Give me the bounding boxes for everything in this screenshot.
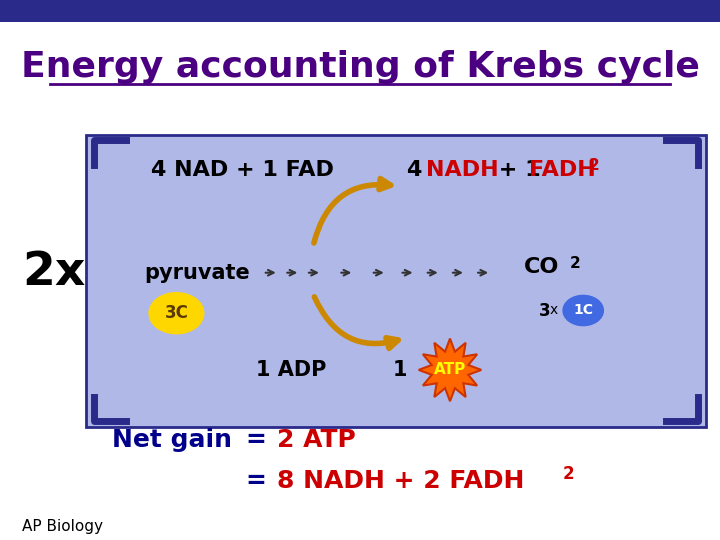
Text: NADH: NADH — [426, 160, 499, 180]
Text: 8 NADH + 2 FADH: 8 NADH + 2 FADH — [277, 469, 525, 492]
Text: =: = — [246, 428, 266, 452]
Text: ATP: ATP — [434, 362, 466, 377]
Text: 2 ATP: 2 ATP — [277, 428, 356, 452]
Polygon shape — [419, 339, 481, 401]
Text: pyruvate: pyruvate — [144, 262, 250, 283]
Text: 2: 2 — [589, 158, 600, 173]
FancyBboxPatch shape — [0, 0, 720, 22]
Text: Net gain: Net gain — [112, 428, 232, 452]
Text: Energy accounting of Krebs cycle: Energy accounting of Krebs cycle — [21, 51, 699, 84]
Text: FADH: FADH — [529, 160, 596, 180]
Text: 3: 3 — [539, 301, 550, 320]
Text: 1: 1 — [392, 360, 407, 380]
Text: 4: 4 — [407, 160, 430, 180]
Circle shape — [563, 295, 603, 326]
Text: 1C: 1C — [573, 303, 593, 318]
Text: 2: 2 — [563, 465, 575, 483]
Text: + 1: + 1 — [491, 160, 549, 180]
Text: 4 NAD + 1 FAD: 4 NAD + 1 FAD — [151, 160, 334, 180]
Circle shape — [149, 293, 204, 334]
Text: 2x: 2x — [22, 250, 86, 295]
Text: x: x — [549, 303, 557, 318]
Text: =: = — [246, 469, 266, 492]
Text: 2: 2 — [570, 256, 581, 271]
FancyBboxPatch shape — [86, 135, 706, 427]
Text: 1 ADP: 1 ADP — [256, 360, 326, 380]
Text: 3C: 3C — [164, 304, 189, 322]
Text: CO: CO — [524, 257, 559, 278]
Text: AP Biology: AP Biology — [22, 519, 102, 534]
